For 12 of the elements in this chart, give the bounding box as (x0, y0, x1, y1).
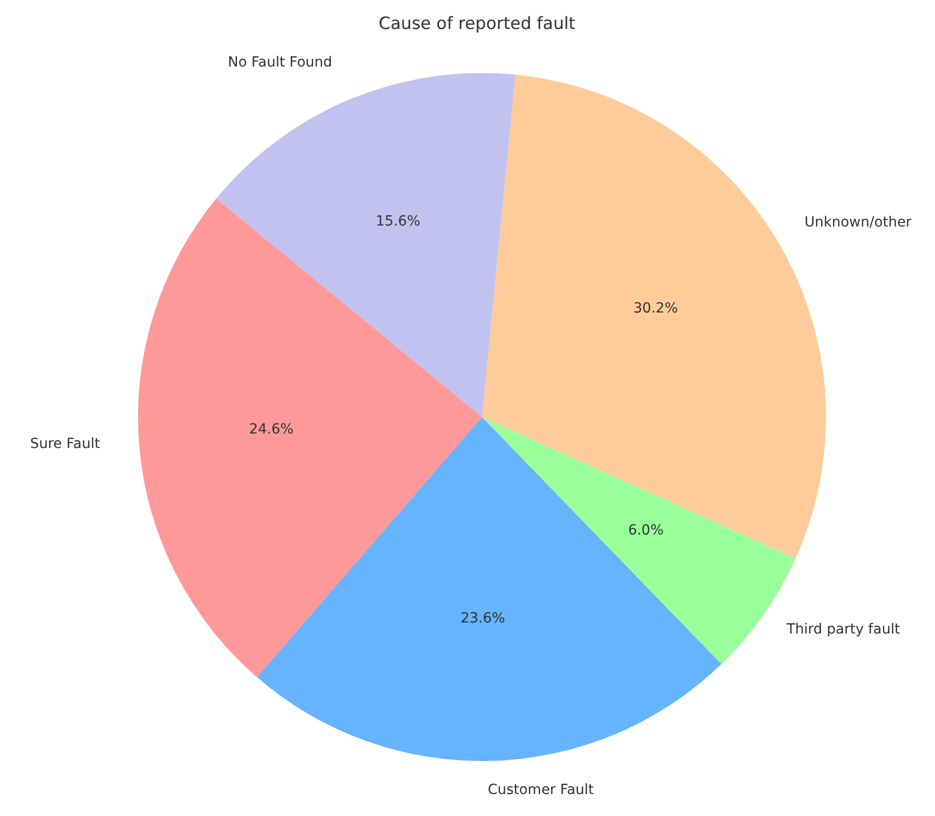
slice-label: Customer Fault (488, 782, 594, 798)
slice-label: Sure Fault (30, 436, 100, 452)
data-label: 6.0% (628, 522, 664, 539)
data-label: 23.6% (460, 610, 506, 626)
slice-label: Third party fault (786, 622, 900, 638)
data-label: 24.6% (249, 421, 294, 438)
data-label: 15.6% (376, 213, 420, 230)
chart-title: Cause of reported fault (378, 14, 576, 34)
data-label: 30.2% (633, 300, 678, 317)
slice-label: Unknown/other (804, 214, 912, 230)
pie-slice (216, 73, 516, 417)
slice-label: No Fault Found (228, 54, 332, 70)
